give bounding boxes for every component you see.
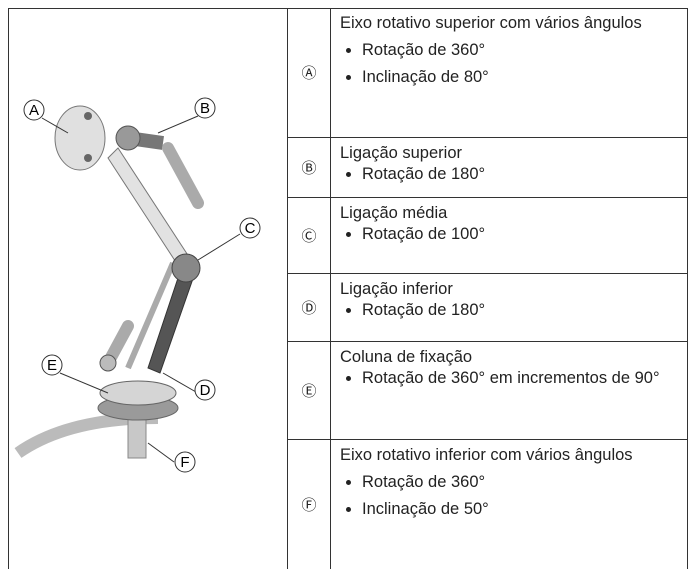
callout-label: D	[200, 382, 211, 399]
row-title: Eixo rotativo superior com vários ângulo…	[340, 14, 642, 32]
bullet-list: Rotação de 180°	[340, 164, 676, 185]
row-title: Eixo rotativo inferior com vários ângulo…	[340, 446, 633, 464]
row-text: Ligação média Rotação de 100°	[340, 203, 676, 245]
row-marker: Ⓑ	[288, 138, 331, 197]
illustration-cell: A B C D E F	[8, 8, 288, 569]
bullet-list: Rotação de 360° Inclinação de 50°	[340, 472, 676, 520]
link	[125, 261, 176, 370]
illustration: A B C D E F	[14, 97, 261, 473]
callout-label: A	[29, 102, 39, 119]
row-text: Coluna de fixação Rotação de 360° em incr…	[340, 347, 676, 389]
bullet-list: Rotação de 360° Inclinação de 80°	[340, 40, 676, 88]
row-title: Ligação inferior	[340, 280, 453, 298]
callout-circle	[41, 354, 63, 376]
bullet-item: Rotação de 360°	[362, 40, 676, 61]
bullet-item: Rotação de 360° em incrementos de 90°	[362, 368, 676, 389]
leader	[59, 372, 109, 394]
mount	[54, 105, 106, 171]
table-row: Ⓐ Eixo rotativo superior com vários ângul…	[288, 8, 688, 138]
table-row: Ⓔ Coluna de fixação Rotação de 360° em inc…	[288, 342, 688, 440]
row-marker: Ⓓ	[288, 274, 331, 341]
row-text: Ligação inferior Rotação de 180°	[340, 279, 676, 321]
leader	[157, 115, 199, 134]
leader	[162, 372, 197, 393]
callout-circle	[174, 451, 196, 473]
table-row: Ⓒ Ligação média Rotação de 100°	[288, 198, 688, 274]
bullet-item: Rotação de 180°	[362, 164, 676, 185]
bullet-item: Rotação de 360°	[362, 472, 676, 493]
screw	[84, 112, 92, 120]
callout-label: E	[47, 357, 57, 374]
table-row: Ⓕ Eixo rotativo inferior com vários ângul…	[288, 440, 688, 569]
row-marker: Ⓕ	[288, 440, 331, 569]
row-text: Eixo rotativo superior com vários ângulo…	[340, 13, 676, 88]
joint	[99, 354, 117, 372]
bullet-list: Rotação de 360° em incrementos de 90°	[340, 368, 676, 389]
screw	[84, 154, 92, 162]
callout-label: B	[200, 100, 210, 117]
row-title: Ligação média	[340, 204, 448, 222]
row-marker: Ⓔ	[288, 342, 331, 439]
post	[127, 417, 147, 459]
bullet-item: Inclinação de 50°	[362, 499, 676, 520]
callout-circle	[23, 99, 45, 121]
callout-circle	[194, 97, 216, 119]
bullet-list: Rotação de 100°	[340, 224, 676, 245]
leader	[147, 442, 175, 463]
callout-label: C	[245, 220, 256, 237]
row-marker: Ⓐ	[288, 8, 331, 137]
joint	[171, 253, 201, 283]
row-text: Ligação superior Rotação de 180°	[340, 143, 676, 185]
joint	[115, 125, 141, 151]
row-title: Coluna de fixação	[340, 348, 473, 366]
handle	[162, 142, 204, 209]
row-title: Ligação superior	[340, 144, 462, 162]
table-frame	[8, 8, 688, 569]
table-row: Ⓓ Ligação inferior Rotação de 180°	[288, 274, 688, 342]
bullet-item: Rotação de 100°	[362, 224, 676, 245]
leader	[197, 233, 241, 261]
row-text: Eixo rotativo inferior com vários ângulo…	[340, 445, 676, 520]
bullet-item: Rotação de 180°	[362, 300, 676, 321]
leader	[41, 117, 69, 134]
bullet-item: Inclinação de 80°	[362, 67, 676, 88]
callout-circle	[239, 217, 261, 239]
callout-label: F	[180, 454, 189, 471]
row-marker: Ⓒ	[288, 198, 331, 273]
bullet-list: Rotação de 180°	[340, 300, 676, 321]
base	[99, 380, 177, 406]
callout-circle	[194, 379, 216, 401]
table-row: Ⓑ Ligação superior Rotação de 180°	[288, 138, 688, 198]
